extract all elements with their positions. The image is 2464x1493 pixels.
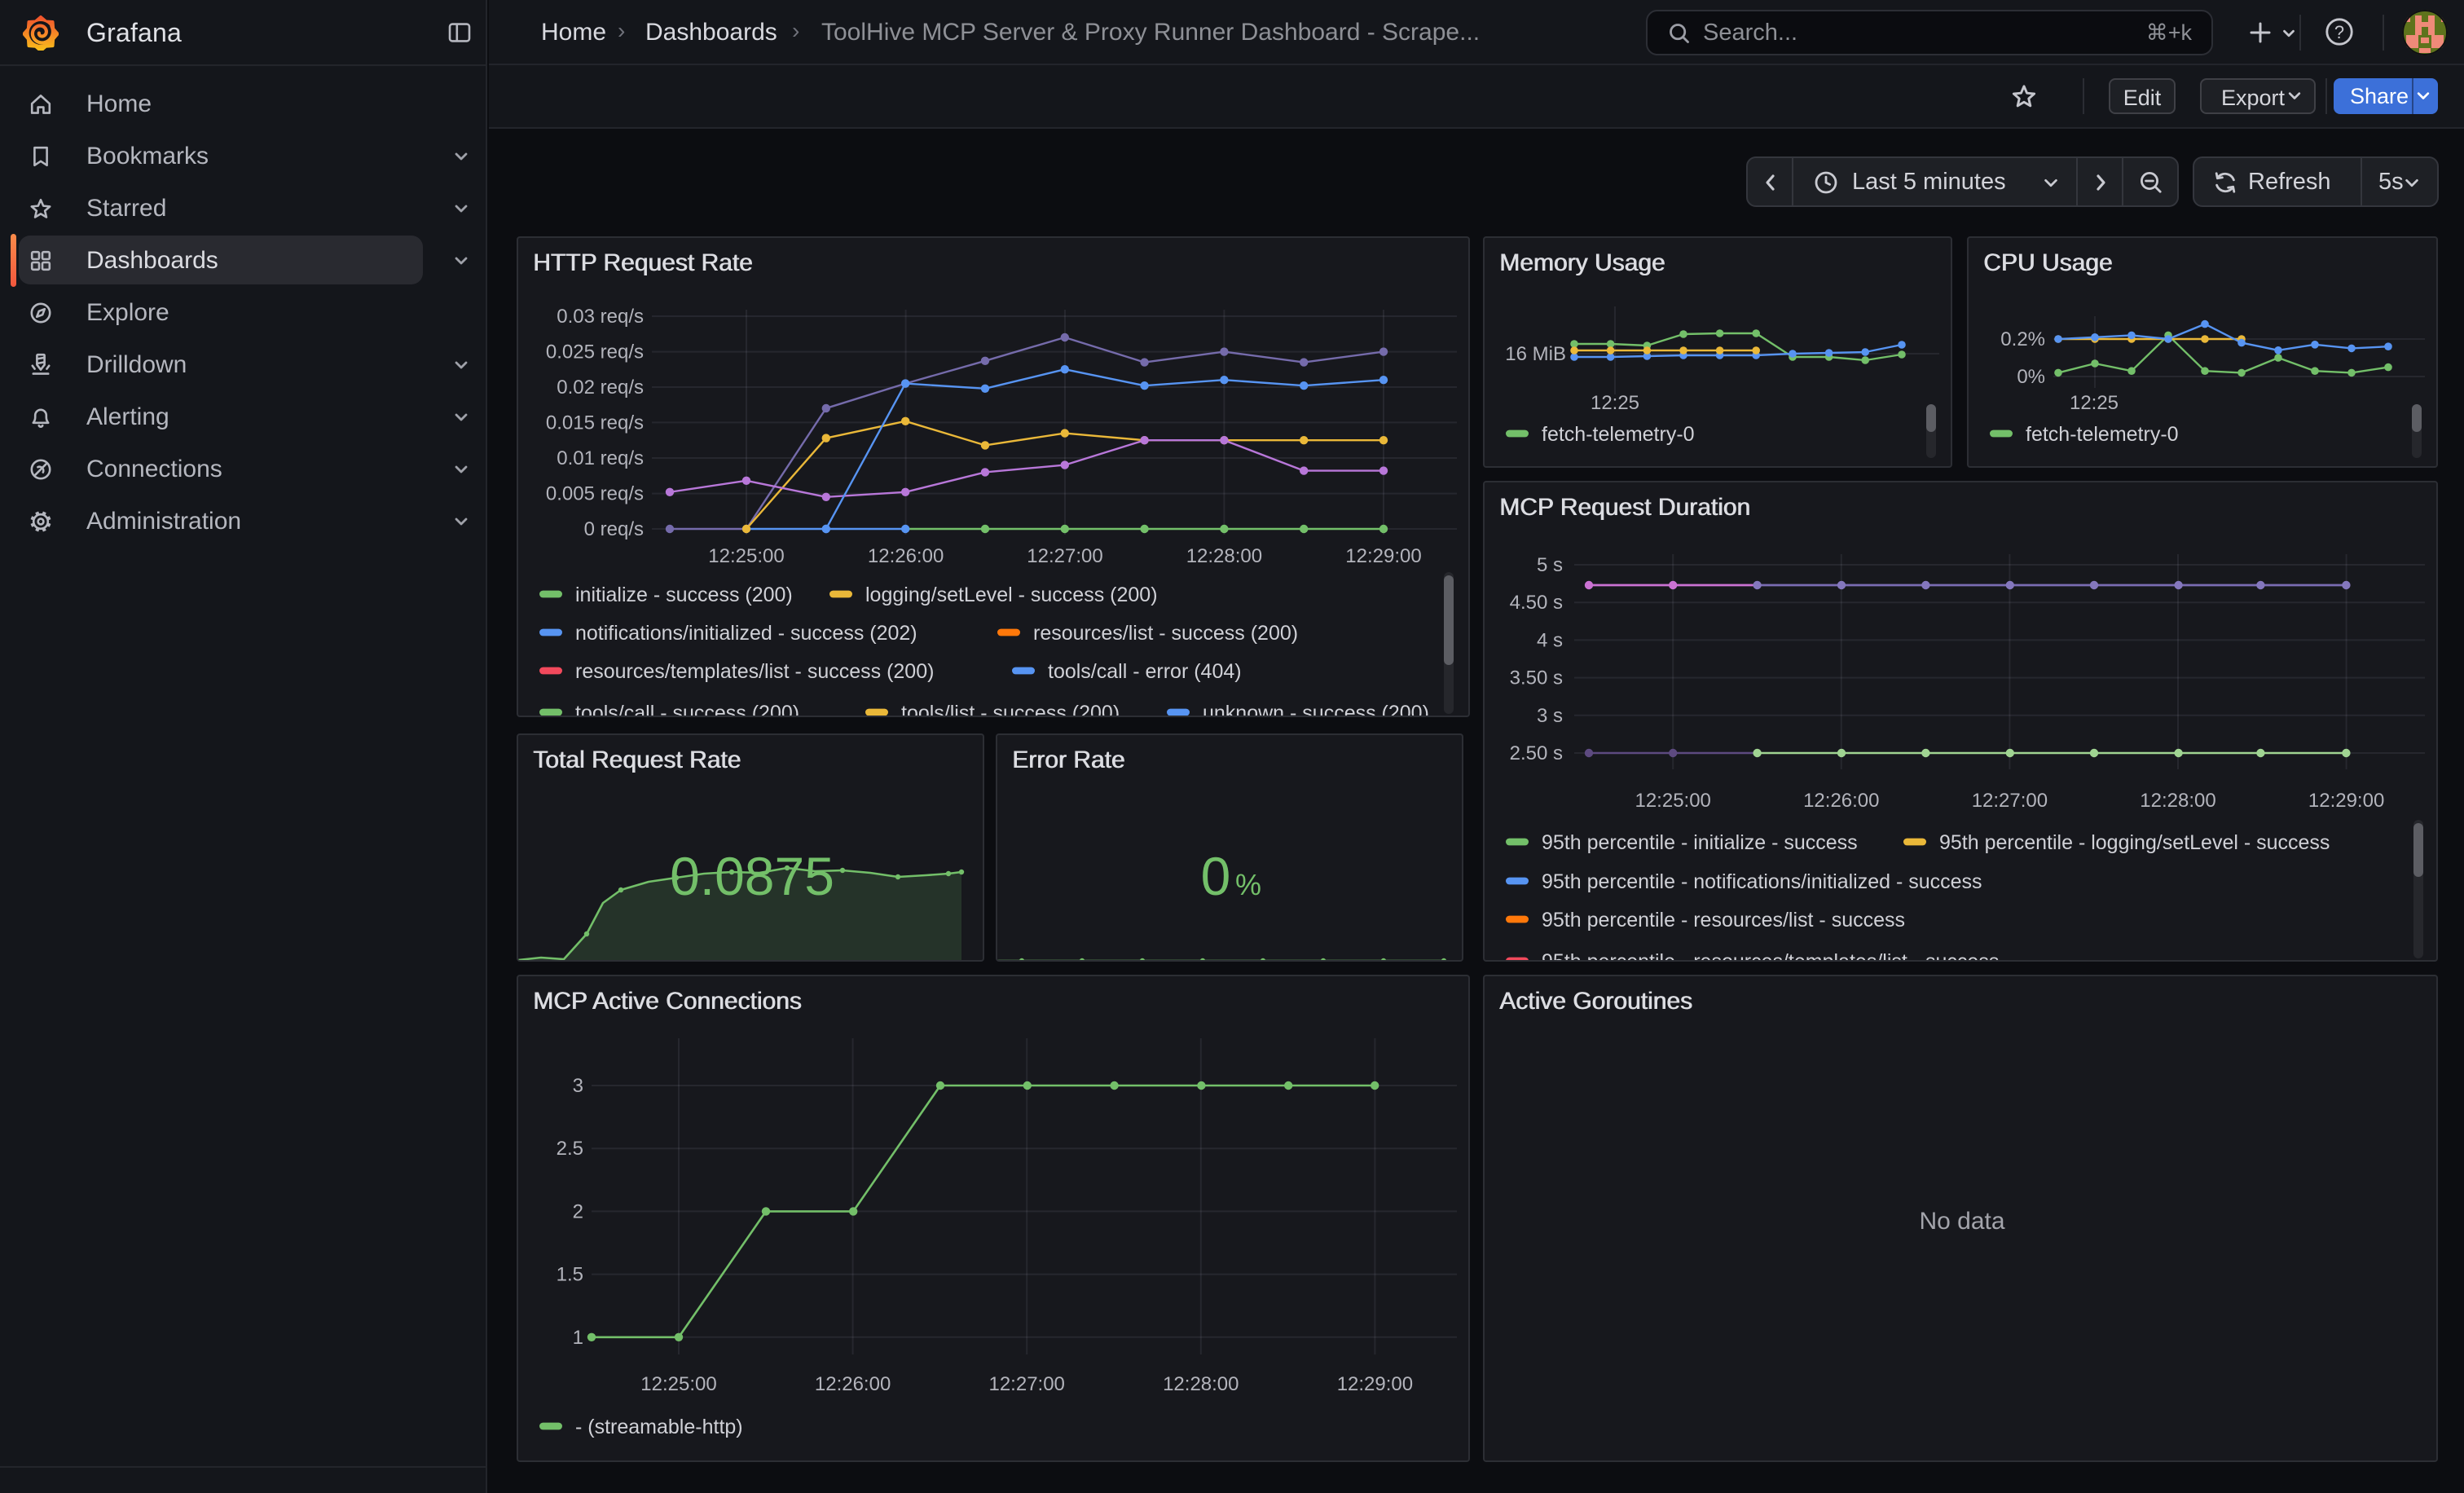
svg-text:95th percentile - resources/te: 95th percentile - resources/templates/li… — [1542, 950, 1999, 962]
svg-text:2.5: 2.5 — [557, 1138, 583, 1160]
svg-text:12:25:00: 12:25:00 — [640, 1373, 716, 1395]
svg-text:12:28:00: 12:28:00 — [2140, 790, 2215, 812]
svg-text:0.005 req/s: 0.005 req/s — [546, 483, 644, 505]
svg-text:tools/call - error (404): tools/call - error (404) — [1048, 660, 1242, 683]
svg-text:2: 2 — [573, 1200, 583, 1222]
svg-text:2.50 s: 2.50 s — [1510, 742, 1563, 764]
svg-text:12:25: 12:25 — [2070, 392, 2119, 414]
svg-text:No data: No data — [1919, 1208, 2004, 1235]
svg-text:12:25: 12:25 — [1591, 392, 1639, 414]
svg-text:0 req/s: 0 req/s — [584, 518, 644, 540]
svg-text:fetch-telemetry-0: fetch-telemetry-0 — [2026, 423, 2179, 446]
svg-text:12:29:00: 12:29:00 — [2308, 790, 2384, 812]
svg-text:0%: 0% — [2017, 366, 2045, 388]
svg-text:16 MiB: 16 MiB — [1505, 343, 1566, 365]
svg-text:12:29:00: 12:29:00 — [1345, 545, 1421, 567]
svg-text:0.01 req/s: 0.01 req/s — [557, 447, 644, 469]
svg-text:12:27:00: 12:27:00 — [988, 1373, 1064, 1395]
svg-text:12:26:00: 12:26:00 — [868, 545, 944, 567]
svg-text:12:25:00: 12:25:00 — [1635, 790, 1710, 812]
svg-text:- (streamable-http): - (streamable-http) — [575, 1416, 743, 1438]
svg-text:12:26:00: 12:26:00 — [815, 1373, 891, 1395]
svg-text:unknown - success (200): unknown - success (200) — [1203, 702, 1429, 717]
svg-text:resources/list - success (200): resources/list - success (200) — [1033, 622, 1298, 645]
svg-text:12:26:00: 12:26:00 — [1803, 790, 1879, 812]
svg-text:0.0875: 0.0875 — [670, 846, 834, 906]
svg-text:0.2%: 0.2% — [2000, 328, 2045, 350]
svg-text:0.03 req/s: 0.03 req/s — [557, 306, 644, 328]
svg-text:12:25:00: 12:25:00 — [708, 545, 784, 567]
svg-text:12:28:00: 12:28:00 — [1163, 1373, 1239, 1395]
svg-text:0: 0 — [1201, 846, 1231, 906]
svg-text:0.02 req/s: 0.02 req/s — [557, 377, 644, 399]
svg-text:0.015 req/s: 0.015 req/s — [546, 412, 644, 434]
svg-text:tools/call - success (200): tools/call - success (200) — [575, 702, 799, 717]
svg-text:initialize - success (200): initialize - success (200) — [575, 584, 793, 606]
svg-text:%: % — [1235, 868, 1261, 901]
svg-text:3: 3 — [573, 1075, 583, 1097]
svg-text:12:27:00: 12:27:00 — [1027, 545, 1102, 567]
svg-text:fetch-telemetry-0: fetch-telemetry-0 — [1542, 423, 1695, 446]
svg-text:5 s: 5 s — [1537, 554, 1563, 576]
svg-text:notifications/initialized - su: notifications/initialized - success (202… — [575, 622, 917, 645]
svg-text:4 s: 4 s — [1537, 629, 1563, 651]
svg-text:1.5: 1.5 — [557, 1264, 583, 1286]
svg-text:95th percentile - initialize -: 95th percentile - initialize - success — [1542, 831, 1858, 854]
svg-text:12:29:00: 12:29:00 — [1337, 1373, 1413, 1395]
svg-text:12:27:00: 12:27:00 — [1972, 790, 2048, 812]
svg-text:4.50 s: 4.50 s — [1510, 592, 1563, 614]
svg-text:logging/setLevel - success (20: logging/setLevel - success (200) — [865, 584, 1158, 606]
svg-text:12:28:00: 12:28:00 — [1186, 545, 1262, 567]
svg-text:3.50 s: 3.50 s — [1510, 667, 1563, 689]
svg-text:95th percentile - resources/li: 95th percentile - resources/list - succe… — [1542, 909, 1905, 931]
svg-text:1: 1 — [573, 1327, 583, 1349]
svg-text:?: ? — [2334, 22, 2344, 42]
svg-text:0.025 req/s: 0.025 req/s — [546, 341, 644, 363]
svg-text:95th percentile - notification: 95th percentile - notifications/initiali… — [1542, 870, 1982, 893]
svg-text:resources/templates/list - suc: resources/templates/list - success (200) — [575, 660, 934, 683]
svg-text:3 s: 3 s — [1537, 705, 1563, 727]
svg-text:tools/list - success (200): tools/list - success (200) — [901, 702, 1120, 717]
svg-text:95th percentile - logging/setL: 95th percentile - logging/setLevel - suc… — [1939, 831, 2330, 854]
